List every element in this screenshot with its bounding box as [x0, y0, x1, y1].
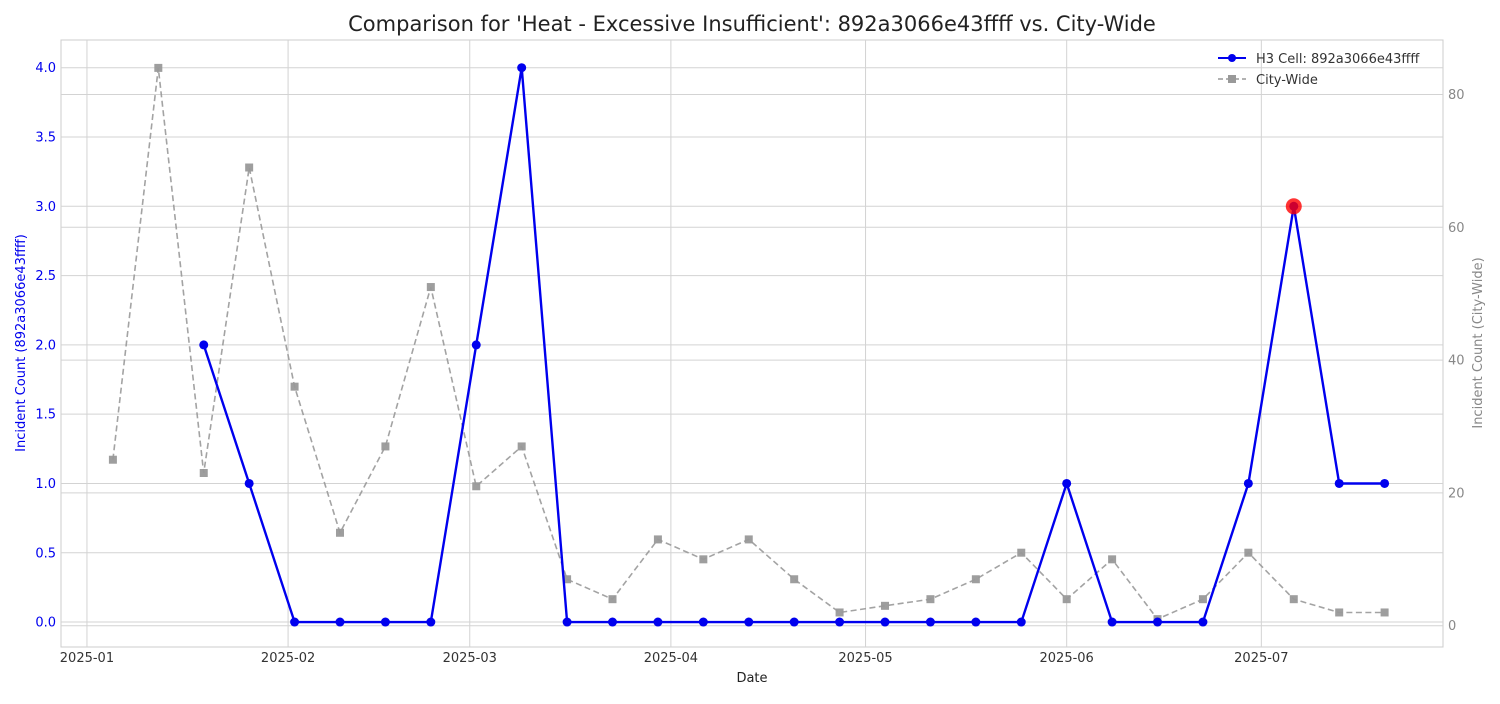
city-wide-point	[1380, 608, 1389, 617]
legend-marker-city	[1228, 75, 1236, 83]
y-axis-left-label: Incident Count (892a3066e43ffff)	[14, 234, 29, 452]
x-tick-label: 2025-07	[1234, 651, 1288, 666]
legend-marker-cell	[1228, 54, 1236, 62]
city-wide-point	[790, 575, 799, 584]
h3-cell-point	[199, 340, 209, 350]
city-wide-point	[1335, 608, 1344, 617]
y-left-tick-label: 1.0	[35, 477, 56, 492]
city-wide-point	[835, 608, 844, 617]
city-wide-point	[381, 442, 390, 451]
city-wide-point	[245, 163, 254, 172]
city-wide-point	[881, 601, 890, 610]
y-axis-right-label: Incident Count (City-Wide)	[1471, 257, 1486, 428]
city-wide-point	[154, 63, 163, 72]
city-wide-point	[1289, 595, 1298, 604]
h3-cell-point	[335, 617, 345, 627]
h3-cell-point	[517, 63, 527, 73]
h3-cell-point	[925, 617, 935, 627]
city-wide-point	[1198, 595, 1207, 604]
city-wide-point	[1108, 555, 1117, 564]
h3-cell-point	[1198, 617, 1208, 627]
h3-cell-point	[1243, 478, 1253, 488]
x-tick-label: 2025-02	[261, 651, 315, 666]
h3-cell-point	[1334, 478, 1344, 488]
plot-area	[60, 39, 1444, 648]
city-wide-point	[1062, 595, 1071, 604]
h3-cell-point	[744, 617, 754, 627]
x-tick-label: 2025-03	[443, 651, 497, 666]
h3-cell-point	[698, 617, 708, 627]
city-wide-point	[608, 595, 617, 604]
h3-cell-point	[789, 617, 799, 627]
city-wide-point	[426, 283, 435, 292]
h3-cell-point	[562, 617, 572, 627]
city-wide-point	[472, 482, 481, 491]
x-tick-label: 2025-06	[1040, 651, 1094, 666]
chart-title: Comparison for 'Heat - Excessive Insuffi…	[348, 12, 1156, 36]
h3-cell-point	[1062, 478, 1072, 488]
legend: H3 Cell: 892a3066e43ffff City-Wide	[1218, 52, 1420, 88]
y-right-tick-label: 40	[1448, 354, 1465, 369]
city-wide-point	[335, 528, 344, 537]
highlight-point	[1285, 198, 1302, 215]
y-right-tick-label: 60	[1448, 221, 1465, 236]
y-right-tick-label: 20	[1448, 486, 1465, 501]
h3-cell-point	[426, 617, 436, 627]
y-left-tick-label: 0.5	[35, 546, 56, 561]
y-left-tick-label: 3.5	[35, 131, 56, 146]
h3-cell-point	[1016, 617, 1026, 627]
legend-label-cell: H3 Cell: 892a3066e43ffff	[1256, 52, 1420, 67]
x-axis-label: Date	[736, 671, 767, 686]
city-wide-point	[971, 575, 980, 584]
y-left-tick-label: 0.0	[35, 616, 56, 631]
legend-label-city: City-Wide	[1256, 73, 1318, 88]
h3-cell-point	[653, 617, 663, 627]
h3-cell-point	[880, 617, 890, 627]
h3-cell-point	[290, 617, 300, 627]
city-wide-point	[563, 575, 572, 584]
series-layer	[108, 63, 1390, 627]
x-tick-label: 2025-01	[60, 651, 114, 666]
y-right-tick-label: 0	[1448, 619, 1456, 634]
city-wide-point	[290, 382, 299, 391]
city-wide-point	[1017, 548, 1026, 557]
axes-layer: 2025-01 2025-02 2025-03 2025-04 2025-05 2025-…	[35, 61, 1464, 666]
city-wide-point	[653, 535, 662, 544]
y-left-tick-label: 2.0	[35, 338, 56, 353]
city-wide-point	[1244, 548, 1253, 557]
city-wide-point	[699, 555, 708, 564]
h3-cell-point	[971, 617, 981, 627]
city-wide-point	[517, 442, 526, 451]
h3-cell-point	[1107, 617, 1117, 627]
grid-layer	[61, 40, 1443, 647]
y-right-tick-label: 80	[1448, 88, 1465, 103]
x-tick-label: 2025-04	[644, 651, 698, 666]
y-left-tick-label: 2.5	[35, 269, 56, 284]
h3-cell-point	[835, 617, 845, 627]
y-left-tick-label: 1.5	[35, 408, 56, 423]
city-wide-point	[926, 595, 935, 604]
h3-cell-point	[1380, 478, 1390, 488]
h3-cell-point	[471, 340, 481, 350]
h3-cell-point	[608, 617, 618, 627]
city-wide-point	[199, 469, 208, 478]
h3-cell-point	[1153, 617, 1163, 627]
h3-cell-point	[244, 478, 254, 488]
y-left-tick-label: 3.0	[35, 200, 56, 215]
x-tick-label: 2025-05	[838, 651, 892, 666]
h3-cell-point	[380, 617, 390, 627]
y-left-tick-label: 4.0	[35, 61, 56, 76]
city-wide-point	[108, 455, 117, 464]
city-wide-point	[744, 535, 753, 544]
